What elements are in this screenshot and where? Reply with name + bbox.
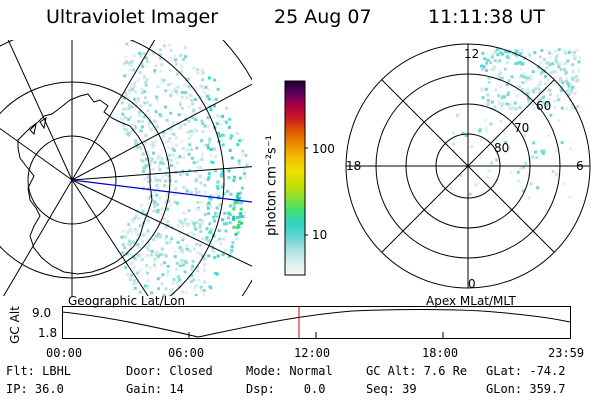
altitude-tick-min: 1.8 (38, 326, 58, 340)
time-tick-0000: 00:00 (46, 346, 83, 360)
altitude-axis-label: GC Alt (7, 306, 22, 344)
status-dsp: Dsp: 0.0 (246, 382, 326, 396)
coastline (17, 93, 153, 275)
time-tick-2359: 23:59 (548, 346, 585, 360)
mlat-label-60: 60 (536, 99, 551, 113)
geographic-caption: Geographic Lat/Lon (68, 294, 186, 308)
date-label: 25 Aug 07 (274, 6, 372, 28)
colorbar-tick-100: 100 (312, 142, 335, 156)
status-seq: Seq: 39 (366, 382, 417, 396)
time-tick-1800: 18:00 (422, 346, 459, 360)
mlat-label-80: 80 (494, 141, 509, 155)
altitude-curve (62, 309, 571, 338)
status-mode: Mode: Normal (246, 364, 333, 378)
mlat-label-70: 70 (514, 121, 529, 135)
magnetic-caption: Apex MLat/MLT (426, 294, 516, 308)
colorbar-unit-label: photon cm⁻²s⁻¹ (264, 135, 280, 236)
status-gc-alt: GC Alt: 7.6 Re (366, 364, 468, 378)
status-glat: GLat: -74.2 (486, 364, 566, 378)
instrument-title: Ultraviolet Imager (46, 6, 219, 28)
mlt-label-6: 6 (576, 159, 584, 173)
mlt-label-0: 0 (468, 277, 476, 291)
longitude-grid (0, 40, 252, 296)
status-gain: Gain: 14 (126, 382, 184, 396)
magnetic-map: 12 18 6 0 60 70 80 (345, 43, 591, 291)
altitude-strip (62, 306, 571, 339)
status-ip: IP: 36.0 (6, 382, 64, 396)
status-glon: GLon: 359.7 (486, 382, 566, 396)
noon-meridian-line (71, 179, 252, 203)
status-door: Door: Closed (126, 364, 213, 378)
mlt-label-18: 18 (346, 159, 361, 173)
auroral-emission-left (120, 40, 249, 296)
status-filter: Flt: LBHL (6, 364, 72, 378)
geographic-map (0, 40, 252, 296)
mlt-label-12: 12 (464, 47, 479, 61)
colorbar-tick-10: 10 (312, 228, 328, 242)
time-label: 11:11:38 UT (428, 6, 545, 28)
altitude-tick-max: 9.0 (32, 306, 52, 320)
colorbar (284, 80, 308, 276)
time-tick-1200: 12:00 (294, 346, 331, 360)
altitude-ticks (188, 332, 444, 339)
time-tick-0600: 06:00 (168, 346, 205, 360)
mlt-grid (346, 44, 590, 288)
auroral-emission-right (450, 48, 581, 200)
